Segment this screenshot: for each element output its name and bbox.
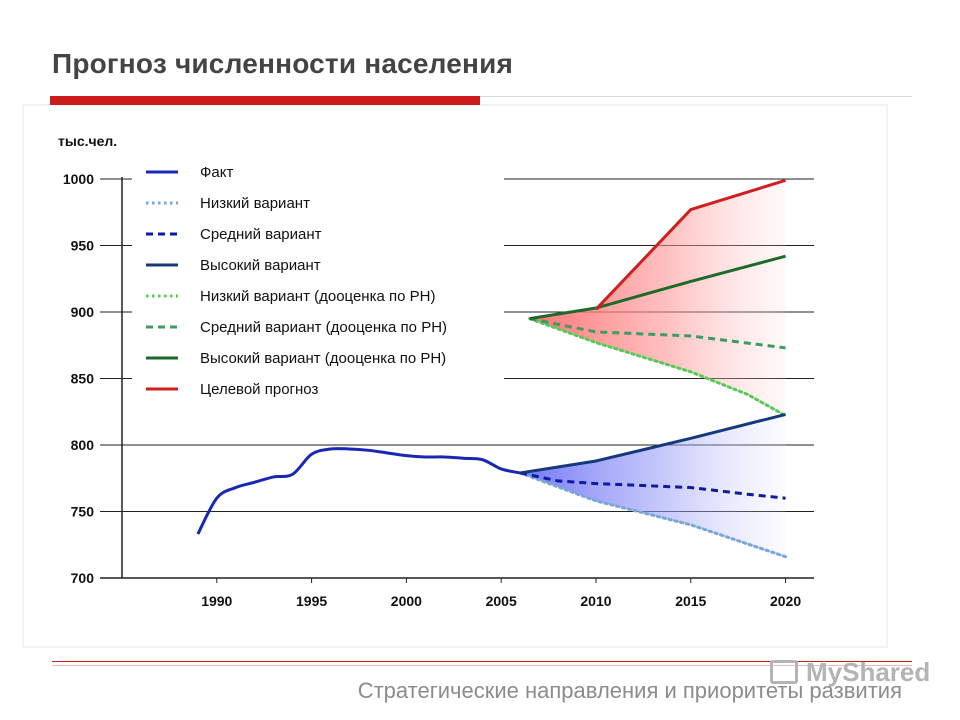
population-forecast-chart: 700 750 800 850 900 950 1000 1990 1995 2000 2005 20…: [58, 133, 814, 609]
watermark-text: MyShared: [806, 657, 931, 687]
y-tick-label-950: 950: [71, 238, 95, 254]
series-line-1: [518, 471, 788, 559]
series-line-4: [528, 317, 788, 418]
footer-divider: [52, 661, 912, 662]
forecast-bands: [520, 180, 786, 557]
series-line-6: [529, 254, 786, 321]
x-tick-label-2000: 2000: [391, 593, 422, 609]
y-tick-label-700: 700: [71, 570, 95, 586]
x-tick-label-2020: 2020: [770, 593, 801, 609]
y-tick-label-800: 800: [71, 437, 95, 453]
title-accent-bar: [50, 96, 480, 105]
series-line-3: [519, 412, 786, 475]
footer-divider-secondary: [52, 665, 912, 666]
axes: 700 750 800 850 900 950 1000 1990 1995 2000 2005 20…: [63, 171, 814, 609]
y-tick-label-1000: 1000: [63, 171, 94, 187]
y-tick-label-850: 850: [71, 371, 95, 387]
series-line-5: [529, 317, 786, 350]
y-axis-unit-label: тыс.чел.: [58, 133, 117, 149]
legend-box: [132, 156, 504, 408]
legend-label-1: Низкий вариант: [200, 195, 310, 212]
y-tick-label-750: 750: [71, 504, 95, 520]
series-line-7: [594, 178, 787, 311]
legend-label-2: Средний вариант: [200, 226, 322, 243]
legend-label-5: Средний вариант (дооценка по РН): [200, 319, 447, 336]
y-tick-label-900: 900: [71, 304, 95, 320]
legend-label-7: Целевой прогноз: [200, 381, 318, 398]
x-tick-label-1995: 1995: [296, 593, 327, 609]
legend-label-0: Факт: [200, 164, 233, 181]
footer-caption: Стратегические направления и приоритеты …: [357, 678, 902, 703]
legend-background: [132, 156, 504, 408]
watermark-icon: [770, 660, 798, 684]
legend: Факт Низкий вариант Средний вариант Высокий…: [146, 164, 447, 398]
legend-label-4: Низкий вариант (дооценка по РН): [200, 288, 435, 305]
title-divider: [52, 96, 912, 97]
series-line-0: [196, 447, 521, 535]
legend-label-6: Высокий вариант (дооценка по РН): [200, 350, 446, 367]
x-tick-label-2010: 2010: [580, 593, 611, 609]
x-tick-label-1990: 1990: [201, 593, 232, 609]
target-forecast-band: [529, 180, 786, 416]
x-tick-label-2015: 2015: [675, 593, 706, 609]
slide-title: Прогноз численности населения: [52, 48, 514, 79]
series-lines: [196, 178, 788, 559]
x-tick-label-2005: 2005: [486, 593, 517, 609]
series-line-2: [519, 471, 786, 500]
legend-label-3: Высокий вариант: [200, 257, 321, 274]
